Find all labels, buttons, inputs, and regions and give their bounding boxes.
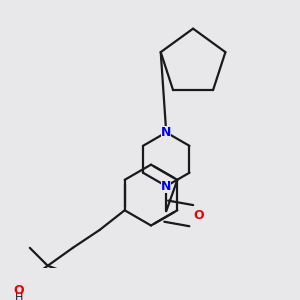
Text: N: N bbox=[161, 180, 171, 193]
Text: N: N bbox=[161, 126, 171, 139]
Text: H: H bbox=[15, 293, 23, 300]
Text: O: O bbox=[193, 209, 204, 222]
Text: O: O bbox=[13, 284, 23, 297]
